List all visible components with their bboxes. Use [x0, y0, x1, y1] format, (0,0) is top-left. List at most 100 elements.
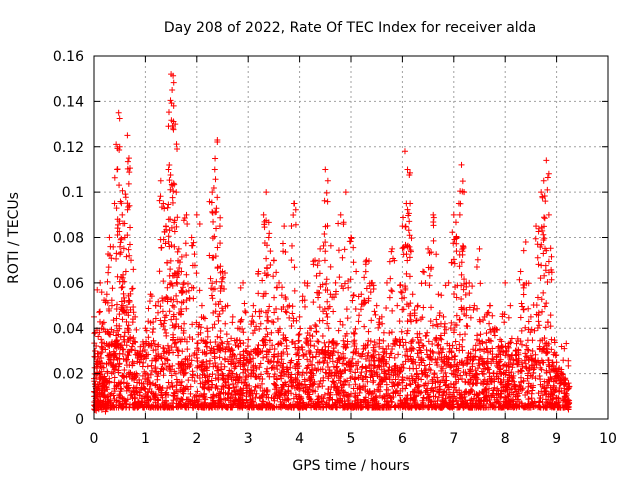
data-point	[110, 243, 117, 250]
data-point	[396, 342, 403, 349]
data-point	[295, 331, 302, 338]
data-point	[517, 268, 524, 275]
data-point	[268, 329, 275, 336]
data-point	[523, 342, 530, 349]
y-tick-label: 0.14	[53, 94, 84, 110]
data-point	[240, 329, 247, 336]
data-point	[322, 166, 329, 173]
data-point	[388, 395, 395, 402]
data-point	[406, 380, 413, 387]
data-point	[169, 194, 176, 201]
data-point	[213, 383, 220, 390]
data-point	[407, 381, 414, 388]
data-point	[365, 328, 372, 335]
x-tick-label: 1	[141, 431, 150, 447]
data-point	[288, 223, 295, 230]
data-point	[522, 239, 529, 246]
data-point	[516, 276, 523, 283]
data-point	[559, 371, 566, 378]
data-point	[361, 274, 368, 281]
data-point	[406, 218, 413, 225]
data-point	[490, 370, 497, 377]
data-point	[228, 356, 235, 363]
x-tick-label: 3	[244, 431, 253, 447]
data-point	[407, 247, 414, 254]
data-point	[394, 302, 401, 309]
data-point	[518, 300, 525, 307]
data-point	[217, 214, 224, 221]
y-tick-label: 0.16	[53, 49, 84, 65]
data-point	[165, 233, 172, 240]
data-point	[296, 330, 303, 337]
data-point	[324, 198, 331, 205]
data-point	[453, 294, 460, 301]
data-point	[350, 244, 357, 251]
data-point	[148, 362, 155, 369]
data-point	[318, 397, 325, 404]
data-point	[476, 346, 483, 353]
data-point	[405, 227, 412, 234]
data-point	[389, 345, 396, 352]
data-point	[280, 349, 287, 356]
data-point	[130, 266, 137, 273]
data-point	[102, 408, 109, 415]
data-point	[472, 401, 479, 408]
data-point	[131, 400, 138, 407]
data-point	[95, 402, 102, 409]
data-point	[419, 342, 426, 349]
data-point	[270, 319, 277, 326]
data-point	[316, 258, 323, 265]
data-point	[487, 302, 494, 309]
data-point	[548, 336, 555, 343]
data-point	[121, 401, 128, 408]
data-point	[540, 231, 547, 238]
y-tick-labels: 0 0.02 0.04 0.06 0.08 0.1 0.12 0.14 0.16	[53, 49, 84, 428]
data-point	[160, 372, 167, 379]
data-point	[332, 279, 339, 286]
data-point	[167, 171, 174, 178]
data-point	[463, 372, 470, 379]
data-point	[430, 222, 437, 229]
data-point	[424, 351, 431, 358]
data-point	[230, 381, 237, 388]
data-point	[269, 318, 276, 325]
data-point	[553, 359, 560, 366]
data-point	[223, 404, 230, 411]
data-point	[296, 313, 303, 320]
data-point	[270, 404, 277, 411]
data-point	[201, 384, 208, 391]
data-point	[319, 333, 326, 340]
data-point	[343, 361, 350, 368]
data-point	[421, 269, 428, 276]
x-tick-label: 2	[192, 431, 201, 447]
data-point	[260, 211, 267, 218]
data-point	[344, 377, 351, 384]
data-point	[371, 308, 378, 315]
data-point	[184, 363, 191, 370]
data-point	[389, 288, 396, 295]
data-point	[449, 229, 456, 236]
data-point	[434, 342, 441, 349]
data-point	[483, 381, 490, 388]
data-point	[358, 369, 365, 376]
data-point	[363, 285, 370, 292]
data-point	[284, 395, 291, 402]
data-point	[310, 299, 317, 306]
data-point	[108, 297, 115, 304]
data-point	[99, 401, 106, 408]
data-point	[501, 394, 508, 401]
data-point	[545, 382, 552, 389]
data-point	[219, 275, 226, 282]
data-point	[364, 378, 371, 385]
y-axis-title: ROTI / TECUs	[6, 192, 22, 284]
data-point	[314, 338, 321, 345]
data-point	[128, 285, 135, 292]
data-point	[453, 248, 460, 255]
data-point	[206, 403, 213, 410]
data-point	[105, 269, 112, 276]
data-point	[402, 223, 409, 230]
data-point	[295, 403, 302, 410]
data-point	[252, 384, 259, 391]
data-point	[419, 371, 426, 378]
